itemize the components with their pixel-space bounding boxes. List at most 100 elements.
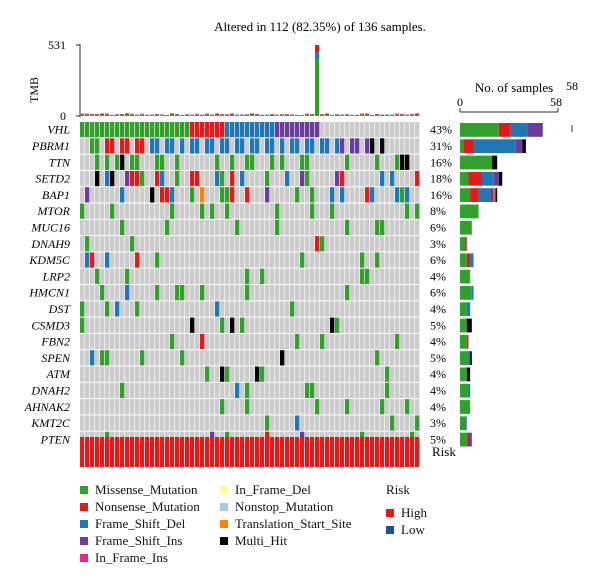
- tmb-bar-segment: [205, 115, 209, 116]
- empty-cell: [200, 350, 204, 365]
- empty-cell: [290, 318, 294, 333]
- empty-cell: [195, 367, 199, 382]
- empty-cell: [240, 204, 244, 219]
- mutation-cell-frame-shift-del: [235, 122, 239, 137]
- mutation-cell-nonsense-mutation: [230, 171, 234, 186]
- risk-cell-high: [275, 437, 279, 467]
- empty-cell: [110, 236, 114, 251]
- empty-cell: [145, 285, 149, 300]
- empty-cell: [240, 334, 244, 349]
- mutation-cell-missense-mutation: [295, 187, 299, 202]
- empty-cell: [195, 204, 199, 219]
- empty-cell: [300, 236, 304, 251]
- empty-cell: [315, 383, 319, 398]
- tmb-bar-segment: [170, 113, 174, 114]
- empty-cell: [140, 220, 144, 235]
- risk-cell-high: [370, 437, 374, 467]
- mutation-cell-missense-mutation: [80, 204, 84, 219]
- mutation-cell-multi-hit: [110, 171, 114, 186]
- empty-cell: [170, 269, 174, 284]
- empty-cell: [235, 187, 239, 202]
- gene-bar-bap1-nonsense-mutation: [470, 188, 478, 202]
- mutation-cell-frame-shift-del: [170, 187, 174, 202]
- empty-cell: [330, 367, 334, 382]
- empty-cell: [380, 204, 384, 219]
- empty-cell: [365, 171, 369, 186]
- empty-cell: [415, 236, 419, 251]
- empty-cell: [170, 301, 174, 316]
- empty-cell: [365, 399, 369, 414]
- mutation-cell-frame-shift-del: [265, 138, 269, 153]
- empty-cell: [365, 155, 369, 170]
- mutation-cell-missense-mutation: [310, 383, 314, 398]
- empty-cell: [145, 301, 149, 316]
- empty-cell: [160, 367, 164, 382]
- empty-cell: [310, 220, 314, 235]
- empty-cell: [220, 252, 224, 267]
- empty-cell: [100, 318, 104, 333]
- empty-cell: [95, 318, 99, 333]
- empty-cell: [250, 204, 254, 219]
- empty-cell: [260, 187, 264, 202]
- mutation-cell-frame-shift-del: [320, 138, 324, 153]
- mutation-cell-missense-mutation: [385, 367, 389, 382]
- empty-cell: [350, 367, 354, 382]
- empty-cell: [305, 399, 309, 414]
- empty-cell: [100, 367, 104, 382]
- mutation-cell-missense-mutation: [380, 220, 384, 235]
- empty-cell: [295, 301, 299, 316]
- tmb-bar-segment: [175, 115, 179, 116]
- empty-cell: [385, 138, 389, 153]
- empty-cell: [380, 383, 384, 398]
- risk-cell-high: [235, 437, 239, 467]
- gene-pct-kdm5c: 6%: [430, 253, 446, 267]
- empty-cell: [310, 318, 314, 333]
- empty-cell: [230, 350, 234, 365]
- empty-cell: [400, 350, 404, 365]
- empty-cell: [355, 155, 359, 170]
- mutation-cell-frame-shift-del: [245, 122, 249, 137]
- risk-cell-high: [335, 437, 339, 467]
- empty-cell: [340, 367, 344, 382]
- empty-cell: [380, 301, 384, 316]
- empty-cell: [85, 301, 89, 316]
- empty-cell: [275, 301, 279, 316]
- empty-cell: [290, 220, 294, 235]
- gene-bar-pbrm1-missense-mutation: [460, 139, 463, 153]
- empty-cell: [200, 383, 204, 398]
- mutation-cell-missense-mutation: [155, 155, 159, 170]
- empty-cell: [210, 415, 214, 430]
- mutation-cell-missense-mutation: [385, 383, 389, 398]
- risk-cell-high: [215, 437, 219, 467]
- empty-cell: [175, 415, 179, 430]
- empty-cell: [345, 187, 349, 202]
- mutation-cell-missense-mutation: [95, 269, 99, 284]
- empty-cell: [410, 252, 414, 267]
- mutation-cell-missense-mutation: [80, 122, 84, 137]
- empty-cell: [230, 252, 234, 267]
- empty-cell: [315, 350, 319, 365]
- tmb-bar-segment: [85, 115, 89, 116]
- empty-cell: [85, 318, 89, 333]
- empty-cell: [405, 236, 409, 251]
- empty-cell: [230, 138, 234, 153]
- empty-cell: [340, 399, 344, 414]
- tmb-bar-segment: [100, 115, 104, 116]
- empty-cell: [265, 318, 269, 333]
- gene-pct-kmt2c: 3%: [430, 416, 446, 430]
- empty-cell: [250, 236, 254, 251]
- mutation-cell-frame-shift-del: [120, 187, 124, 202]
- mutation-cell-frame-shift-del: [250, 138, 254, 153]
- risk-cell-high: [155, 437, 159, 467]
- empty-cell: [375, 399, 379, 414]
- empty-cell: [320, 318, 324, 333]
- empty-cell: [210, 334, 214, 349]
- mutation-cell-missense-mutation: [360, 269, 364, 284]
- empty-cell: [415, 399, 419, 414]
- empty-cell: [270, 187, 274, 202]
- empty-cell: [100, 399, 104, 414]
- empty-cell: [180, 155, 184, 170]
- empty-cell: [140, 155, 144, 170]
- mutation-cell-frame-shift-del: [335, 138, 339, 153]
- mutation-cell-missense-mutation: [395, 334, 399, 349]
